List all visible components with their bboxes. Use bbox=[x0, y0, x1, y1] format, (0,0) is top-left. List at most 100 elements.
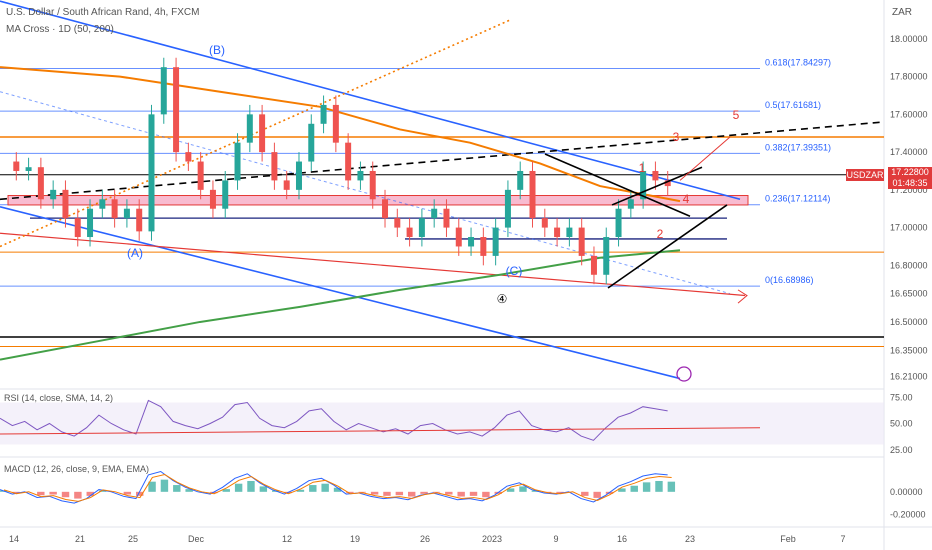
macd-line bbox=[0, 470, 668, 504]
macd-histogram-bar bbox=[531, 490, 540, 492]
candle-body bbox=[406, 227, 413, 238]
candle-body bbox=[541, 218, 548, 228]
fib-level-label: 0.236(17.12114) bbox=[765, 194, 830, 204]
candle-body bbox=[345, 142, 352, 181]
macd-histogram-bar bbox=[642, 482, 651, 492]
macd-histogram-bar bbox=[358, 491, 366, 493]
candle-body bbox=[259, 114, 266, 153]
candle-body bbox=[25, 167, 32, 171]
rsi-tick-label: 75.00 bbox=[890, 392, 913, 402]
channel-upper-line bbox=[0, 0, 741, 201]
macd-histogram-bar bbox=[98, 490, 107, 492]
macd-histogram-bar bbox=[333, 487, 342, 492]
time-tick-label: 16 bbox=[617, 534, 627, 544]
candle-body bbox=[357, 170, 364, 181]
rsi-tick-label: 25.00 bbox=[890, 445, 913, 455]
candle-body bbox=[123, 208, 130, 219]
macd-histogram-bar bbox=[457, 491, 465, 497]
macd-histogram-bar bbox=[383, 491, 391, 496]
macd-histogram-bar bbox=[123, 491, 132, 495]
candle-body bbox=[492, 227, 499, 256]
price-tick-label: 17.20000 bbox=[890, 185, 928, 195]
wave-label: 3 bbox=[673, 130, 680, 144]
candle-body bbox=[50, 189, 57, 200]
candle-body bbox=[111, 199, 118, 219]
ma50-line bbox=[0, 249, 681, 361]
candle-body bbox=[271, 152, 278, 181]
candle-body bbox=[197, 161, 204, 190]
macd-histogram-bar bbox=[556, 491, 564, 494]
macd-histogram-bar bbox=[37, 491, 45, 496]
macd-histogram-bar bbox=[655, 480, 663, 492]
macd-histogram-bar bbox=[667, 481, 676, 492]
candle-body bbox=[590, 255, 597, 275]
candle-body bbox=[222, 180, 229, 209]
wedge-line bbox=[544, 153, 691, 218]
macd-histogram-bar bbox=[173, 485, 181, 492]
time-tick-label: 14 bbox=[9, 534, 19, 544]
macd-histogram-bar bbox=[544, 491, 552, 493]
macd-histogram-bar bbox=[185, 489, 193, 492]
signal-line bbox=[3, 474, 672, 502]
candle-body bbox=[246, 114, 253, 143]
symbol-badge: USDZAR bbox=[846, 169, 884, 181]
price-tick-label: 18.00000 bbox=[890, 34, 928, 44]
currency-label: ZAR bbox=[892, 7, 912, 18]
wedge-line bbox=[611, 166, 703, 206]
rsi-tick-label: 50.00 bbox=[890, 419, 913, 429]
time-tick-label: 26 bbox=[420, 534, 430, 544]
wave-label: 1 bbox=[639, 161, 646, 175]
macd-histogram-bar bbox=[296, 489, 305, 492]
wave-label: 2 bbox=[657, 227, 664, 241]
macd-histogram-bar bbox=[61, 491, 70, 498]
candle-body bbox=[652, 170, 659, 181]
macd-histogram-bar bbox=[49, 491, 57, 495]
candle-body bbox=[578, 227, 585, 256]
wedge-line bbox=[607, 204, 728, 289]
macd-histogram-bar bbox=[259, 486, 268, 492]
wave-label: (C) bbox=[506, 264, 523, 278]
time-tick-label: Dec bbox=[188, 534, 205, 544]
candle-body bbox=[99, 199, 106, 209]
candle-body bbox=[554, 227, 561, 238]
macd-histogram-bar bbox=[445, 491, 453, 495]
fib-level-label: 0.5(17.61681) bbox=[765, 100, 821, 110]
ma-cross-label: MA Cross · 1D (50, 200) bbox=[6, 24, 114, 35]
macd-title: MACD (12, 26, close, 9, EMA, EMA) bbox=[4, 464, 149, 474]
candle-body bbox=[369, 170, 376, 200]
price-tick-label: 16.80000 bbox=[890, 260, 928, 270]
candle-body bbox=[185, 152, 192, 162]
candle-body bbox=[308, 123, 315, 162]
time-tick-label: 23 bbox=[685, 534, 695, 544]
macd-histogram-bar bbox=[370, 491, 379, 495]
macd-histogram-bar bbox=[408, 491, 416, 497]
macd-histogram-bar bbox=[321, 483, 329, 492]
price-tick-label: 17.40000 bbox=[890, 147, 928, 157]
time-tick-label: 7 bbox=[840, 534, 845, 544]
candle-body bbox=[283, 180, 290, 190]
price-tick-label: 16.35000 bbox=[890, 345, 928, 355]
macd-histogram-bar bbox=[309, 485, 317, 492]
chart-title: U.S. Dollar / South African Rand, 4h, FX… bbox=[6, 7, 200, 18]
last-price-badge: 17.22800 01:48:35 bbox=[888, 167, 932, 189]
arrow-icon bbox=[737, 289, 748, 304]
wave-label: 5 bbox=[733, 108, 740, 122]
time-tick-label: 9 bbox=[553, 534, 558, 544]
macd-histogram-bar bbox=[630, 485, 638, 492]
macd-histogram-bar bbox=[395, 491, 404, 496]
wave-label: (A) bbox=[127, 246, 143, 260]
macd-histogram-bar bbox=[74, 491, 82, 499]
fib-level-label: 0.382(17.39351) bbox=[765, 142, 831, 152]
rsi-trend-line bbox=[0, 427, 761, 435]
candle-body bbox=[504, 189, 511, 228]
candle-body bbox=[74, 218, 81, 238]
candle-body bbox=[664, 180, 671, 187]
candle-body bbox=[332, 104, 339, 143]
price-tick-label: 16.65000 bbox=[890, 289, 928, 299]
macd-histogram-bar bbox=[420, 491, 428, 494]
rsi-line bbox=[0, 399, 668, 441]
last-price: 17.22800 bbox=[891, 167, 929, 177]
macd-histogram-bar bbox=[432, 491, 441, 493]
candle-body bbox=[615, 208, 622, 238]
